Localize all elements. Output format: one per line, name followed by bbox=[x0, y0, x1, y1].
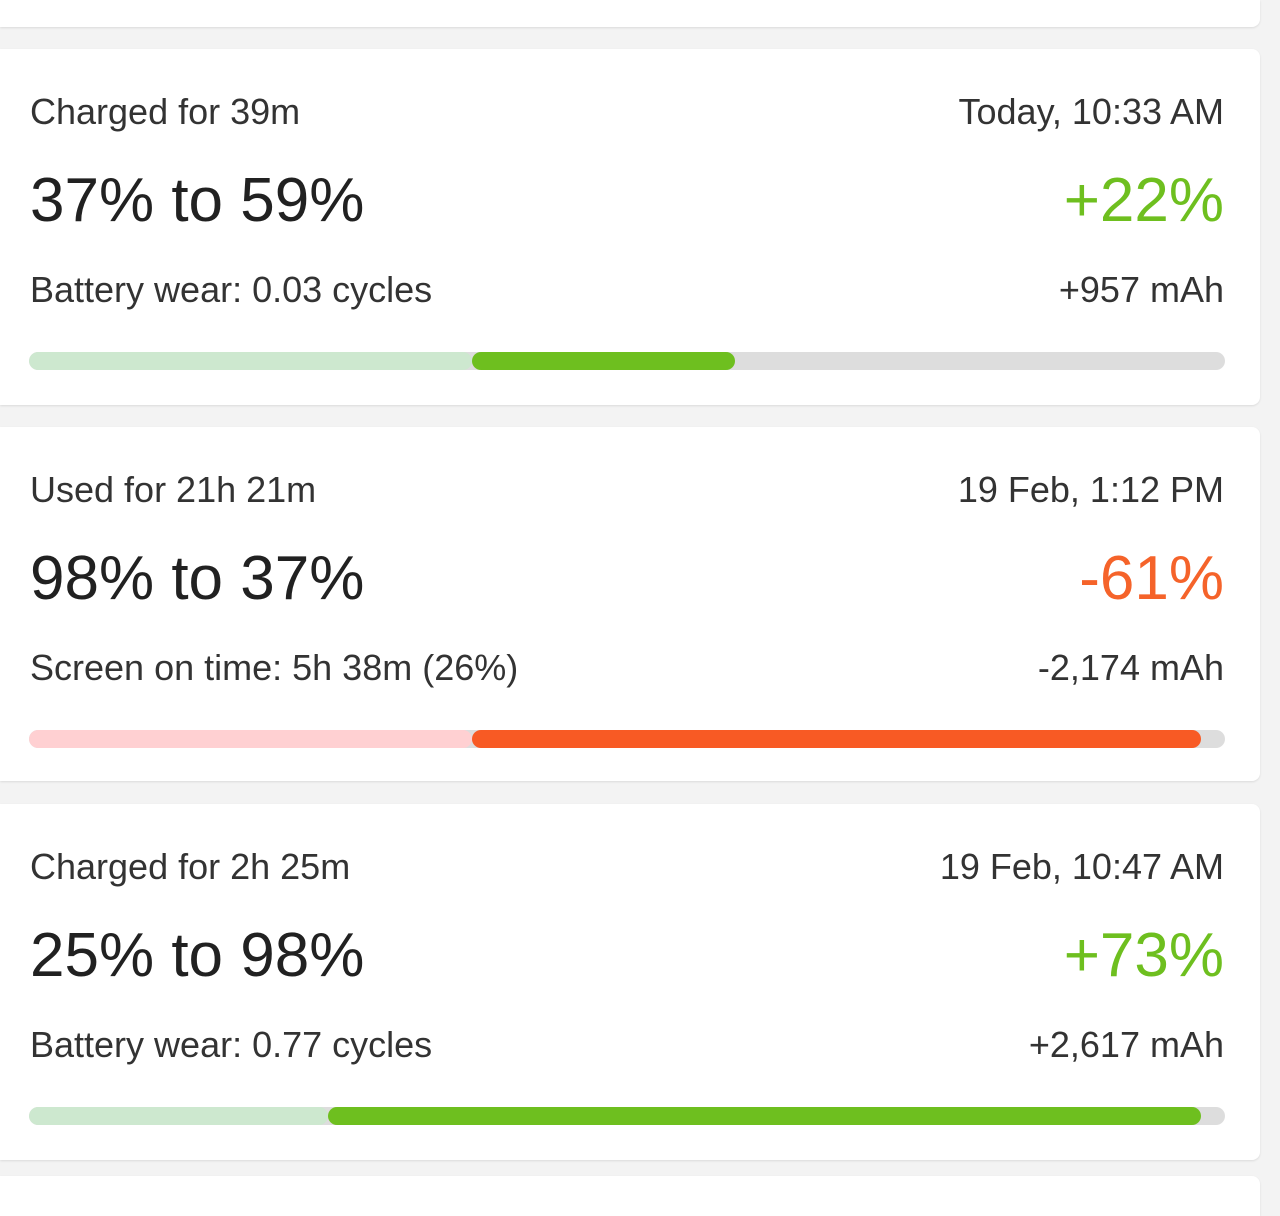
session-delta-percent: -61% bbox=[1079, 544, 1224, 613]
level-bar-base bbox=[29, 730, 472, 748]
level-bar-fill bbox=[328, 1107, 1202, 1125]
level-bar-base bbox=[29, 352, 472, 370]
session-duration: Charged for 2h 25m bbox=[30, 846, 351, 887]
level-bar-base bbox=[29, 1107, 328, 1125]
session-detail: Battery wear: 0.03 cycles bbox=[30, 269, 433, 310]
session-level-bar bbox=[29, 352, 1225, 370]
session-delta-mah: +957 mAh bbox=[1058, 269, 1224, 310]
session-level-bar bbox=[29, 730, 1225, 748]
session-duration: Charged for 39m bbox=[30, 91, 301, 132]
level-bar-fill bbox=[471, 730, 1202, 748]
session-delta-percent: +22% bbox=[1063, 166, 1224, 235]
session-range: 25% to 98% bbox=[30, 921, 365, 990]
session-header: Charged for 2h 25m 19 Feb, 10:47 AM bbox=[30, 846, 1224, 888]
session-range: 98% to 37% bbox=[30, 544, 365, 613]
session-card-charge[interactable]: Charged for 39m Today, 10:33 AM 37% to 5… bbox=[0, 49, 1260, 405]
session-delta-percent: +73% bbox=[1063, 921, 1224, 990]
session-range: 37% to 59% bbox=[30, 166, 365, 235]
session-delta-mah: -2,174 mAh bbox=[1037, 647, 1224, 688]
session-card-partial-top bbox=[0, 0, 1260, 27]
session-details: Screen on time: 5h 38m (26%) -2,174 mAh bbox=[30, 647, 1224, 689]
session-card-partial-bottom bbox=[0, 1176, 1260, 1216]
level-bar-fill bbox=[471, 352, 735, 370]
session-summary: 25% to 98% +73% bbox=[30, 920, 1224, 991]
session-details: Battery wear: 0.03 cycles +957 mAh bbox=[30, 269, 1224, 311]
session-card-discharge[interactable]: Used for 21h 21m 19 Feb, 1:12 PM 98% to … bbox=[0, 427, 1260, 781]
session-timestamp: 19 Feb, 10:47 AM bbox=[939, 846, 1224, 887]
session-header: Charged for 39m Today, 10:33 AM bbox=[30, 91, 1224, 133]
session-duration: Used for 21h 21m bbox=[30, 469, 317, 510]
session-card-charge[interactable]: Charged for 2h 25m 19 Feb, 10:47 AM 25% … bbox=[0, 804, 1260, 1160]
session-header: Used for 21h 21m 19 Feb, 1:12 PM bbox=[30, 469, 1224, 511]
session-delta-mah: +2,617 mAh bbox=[1028, 1024, 1224, 1065]
session-summary: 98% to 37% -61% bbox=[30, 543, 1224, 614]
session-summary: 37% to 59% +22% bbox=[30, 165, 1224, 236]
session-level-bar bbox=[29, 1107, 1225, 1125]
session-detail: Screen on time: 5h 38m (26%) bbox=[30, 647, 519, 688]
session-timestamp: 19 Feb, 1:12 PM bbox=[957, 469, 1224, 510]
session-timestamp: Today, 10:33 AM bbox=[958, 91, 1225, 132]
session-detail: Battery wear: 0.77 cycles bbox=[30, 1024, 433, 1065]
session-details: Battery wear: 0.77 cycles +2,617 mAh bbox=[30, 1024, 1224, 1066]
